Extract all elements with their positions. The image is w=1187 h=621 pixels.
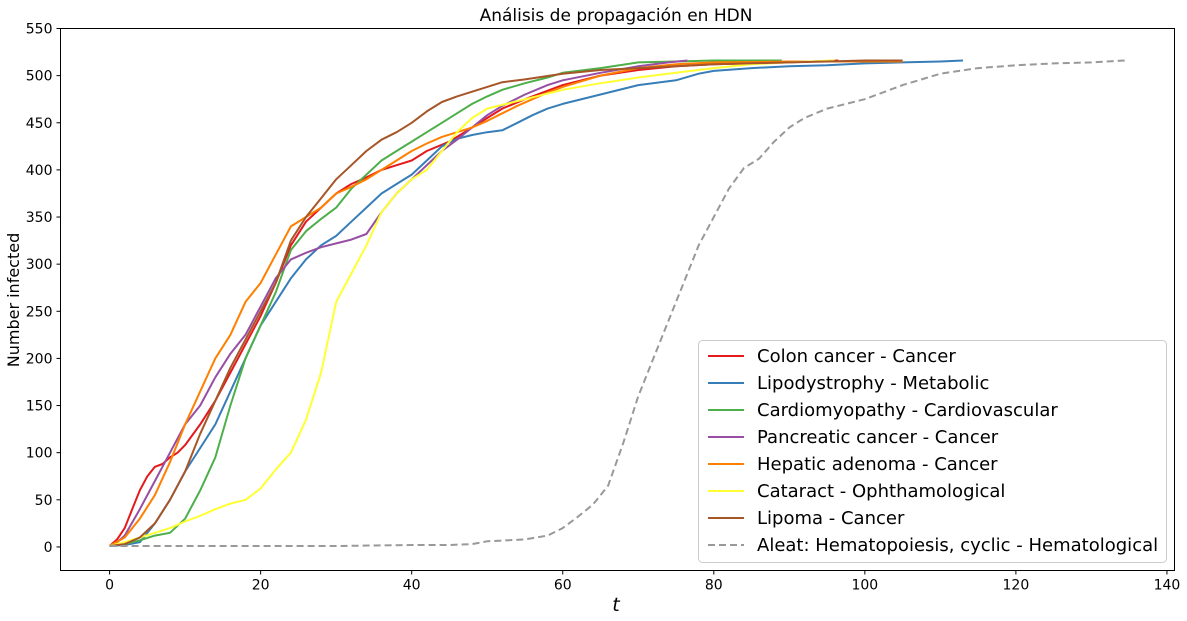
legend-entry: Hepatic adenoma - Cancer <box>757 454 998 475</box>
series-line <box>109 59 835 547</box>
series-line <box>109 59 903 547</box>
y-tick-label: 250 <box>26 304 53 320</box>
y-tick-label: 50 <box>35 493 53 509</box>
x-tick-label: 60 <box>554 578 572 594</box>
legend-entry: Aleat: Hematopoiesis, cyclic - Hematolog… <box>757 535 1158 556</box>
y-tick-label: 450 <box>26 116 53 132</box>
legend-entry: Lipoma - Cancer <box>757 508 905 529</box>
x-tick-label: 0 <box>105 578 114 594</box>
series-line <box>109 60 903 547</box>
series-line <box>109 59 688 547</box>
series-line <box>109 59 1126 547</box>
x-tick-label: 20 <box>252 578 270 594</box>
legend-entry: Cardiomyopathy - Cardiovascular <box>757 400 1058 421</box>
y-tick-label: 550 <box>26 22 53 38</box>
x-tick-label: 120 <box>1003 578 1030 594</box>
x-tick-label: 80 <box>705 578 723 594</box>
chart-title: Análisis de propagación en HDN <box>480 6 753 26</box>
legend-entry: Pancreatic cancer - Cancer <box>757 427 999 448</box>
y-tick-label: 0 <box>44 540 53 556</box>
y-tick-label: 200 <box>26 351 53 367</box>
plot-frame <box>60 28 1175 571</box>
y-tick-label: 500 <box>26 69 53 85</box>
y-tick-label: 150 <box>26 399 53 415</box>
y-tick-label: 350 <box>26 210 53 226</box>
x-axis-label: t <box>612 594 621 616</box>
legend-entry: Colon cancer - Cancer <box>757 346 956 367</box>
plot-lines <box>108 59 1126 547</box>
x-tick-label: 40 <box>403 578 421 594</box>
legend-entry: Lipodystrophy - Metabolic <box>757 373 989 394</box>
y-axis-label: Number infected <box>4 233 23 368</box>
legend-entry: Cataract - Ophthamological <box>757 481 1005 502</box>
series-line <box>109 59 782 547</box>
x-tick-label: 140 <box>1154 578 1181 594</box>
legend-box <box>698 340 1167 563</box>
x-axis-ticks: 0 20 40 60 80 100 120 140 <box>105 570 1181 594</box>
x-tick-label: 100 <box>851 578 878 594</box>
y-tick-label: 300 <box>26 257 53 273</box>
series-line <box>109 59 964 547</box>
y-axis-ticks: 0 50 100 150 200 250 300 350 400 450 500 550 <box>26 22 61 556</box>
legend: Colon cancer - Cancer Lipodystrophy - Met… <box>698 340 1167 563</box>
y-tick-label: 400 <box>26 163 53 179</box>
y-tick-label: 100 <box>26 446 53 462</box>
